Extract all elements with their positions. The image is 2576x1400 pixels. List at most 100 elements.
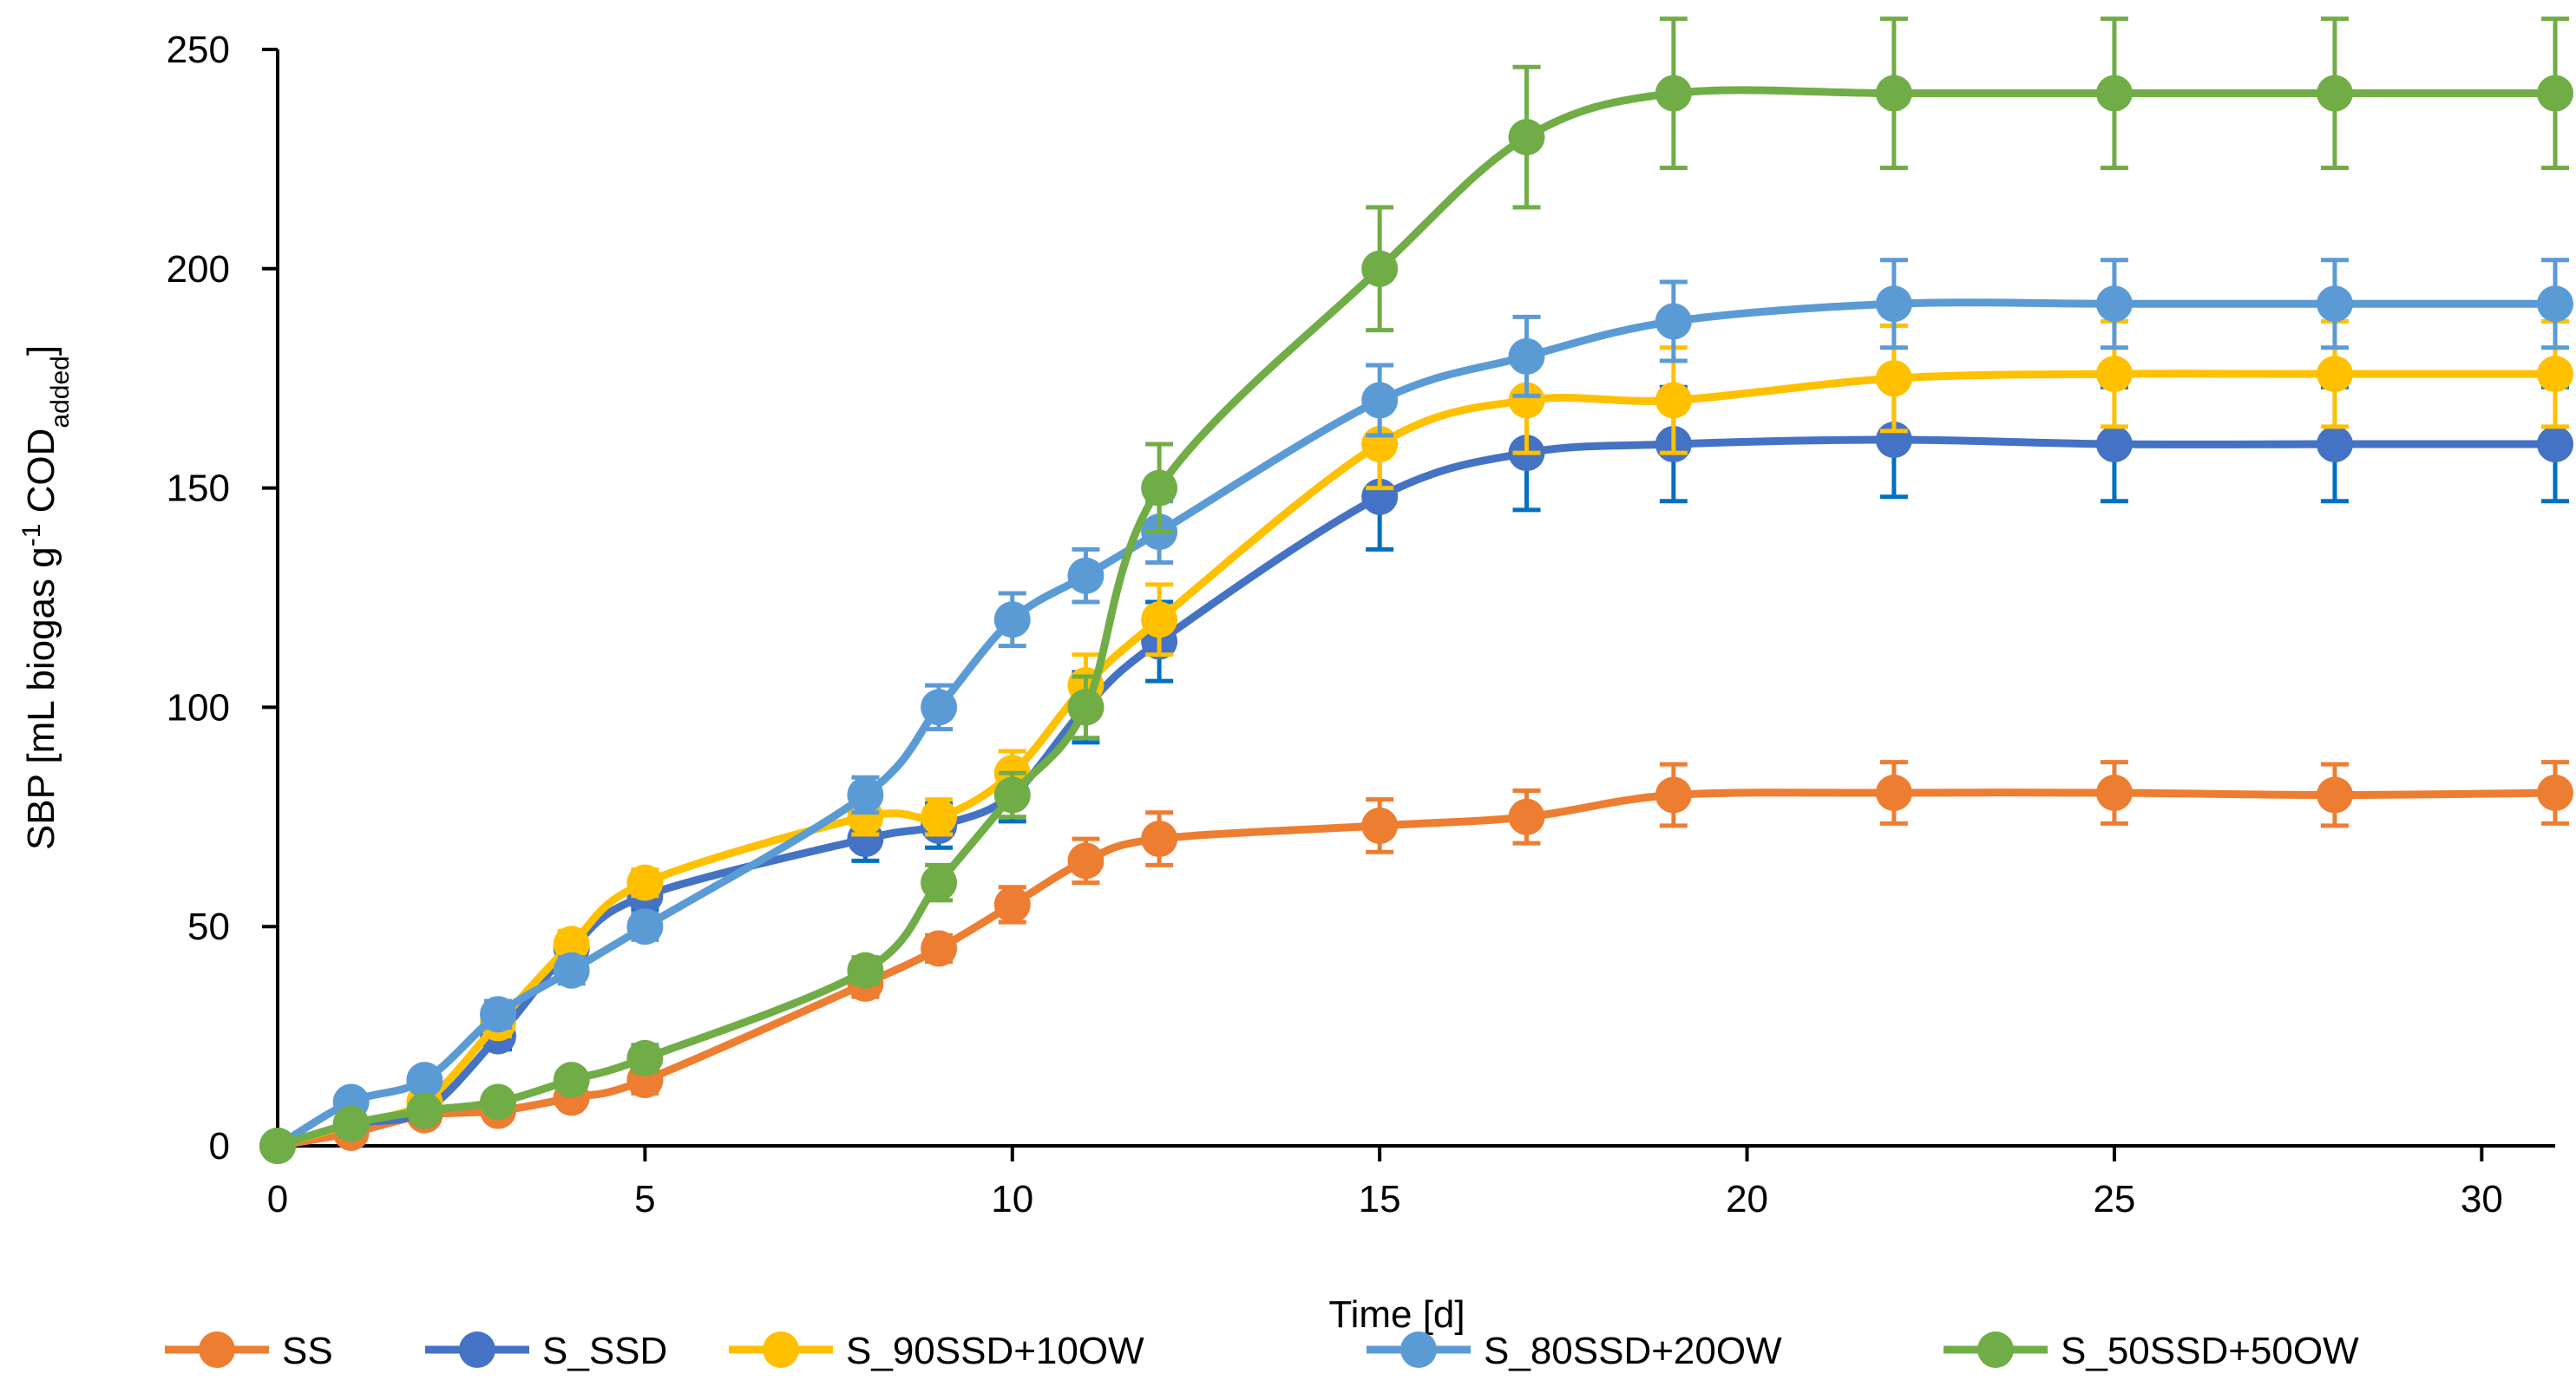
data-point — [1655, 75, 1692, 112]
data-point — [1508, 382, 1545, 419]
data-point — [2316, 426, 2353, 463]
y-tick-label: 150 — [167, 468, 230, 510]
data-point — [993, 886, 1031, 923]
y-tick-label: 200 — [167, 248, 230, 291]
data-point — [1141, 601, 1178, 638]
legend-label: S_80SSD+20OW — [1484, 1330, 1782, 1372]
data-point — [2537, 774, 2573, 811]
y-axis-title-prefix: SBP [mL biogas g — [20, 546, 62, 850]
legend-item: S_90SSD+10OW — [729, 1330, 1144, 1372]
y-axis-title-subscript: added — [46, 356, 75, 428]
data-point — [1508, 337, 1545, 375]
data-point — [921, 930, 958, 967]
data-point — [1141, 821, 1178, 858]
data-point — [847, 776, 884, 814]
data-point — [1141, 469, 1178, 507]
data-point — [406, 1092, 443, 1129]
data-point — [993, 776, 1031, 814]
data-point — [553, 952, 590, 989]
y-tick-label: 0 — [209, 1125, 230, 1168]
data-point — [993, 601, 1031, 638]
data-point — [1361, 382, 1399, 419]
data-point — [2316, 776, 2353, 814]
data-point — [480, 996, 517, 1033]
data-point — [1875, 360, 1912, 397]
legend-marker — [199, 1331, 235, 1368]
data-point — [1875, 285, 1912, 323]
data-point — [2537, 426, 2573, 463]
data-point — [1875, 75, 1912, 112]
x-tick-label: 10 — [991, 1178, 1033, 1220]
y-tick-label: 50 — [187, 906, 230, 948]
data-point — [1655, 382, 1692, 419]
series-line — [273, 788, 2560, 1150]
data-point — [2316, 75, 2353, 112]
legend-item: S_SSD — [425, 1330, 667, 1372]
data-point — [2537, 356, 2573, 393]
legend-marker — [459, 1331, 495, 1368]
legend-item: SS — [165, 1330, 333, 1372]
data-point — [2095, 285, 2133, 323]
data-point — [553, 1062, 590, 1099]
data-point — [259, 1128, 296, 1164]
data-point — [406, 1062, 443, 1099]
data-point — [847, 952, 884, 989]
y-tick-label: 250 — [167, 29, 230, 71]
data-point — [1361, 250, 1399, 287]
data-point — [1655, 776, 1692, 814]
data-point — [2095, 356, 2133, 393]
series-S_SSD — [259, 380, 2573, 1164]
series-line — [273, 435, 2560, 1150]
x-tick-label: 5 — [634, 1178, 655, 1220]
data-point — [921, 864, 958, 901]
series-SS — [259, 760, 2573, 1164]
legend-marker — [1977, 1331, 2014, 1368]
x-tick-label: 15 — [1359, 1178, 1401, 1220]
legend-marker — [1400, 1331, 1437, 1368]
series-line — [273, 86, 2560, 1150]
series-line — [273, 370, 2560, 1150]
x-tick-label: 30 — [2461, 1178, 2503, 1220]
data-point — [921, 798, 958, 835]
data-point — [1067, 557, 1104, 594]
legend-label: S_SSD — [542, 1330, 667, 1372]
series-S_80SSD+20OW — [259, 258, 2573, 1164]
legend-label: SS — [282, 1330, 333, 1372]
legend-label: S_90SSD+10OW — [846, 1330, 1144, 1372]
x-tick-label: 25 — [2093, 1178, 2135, 1220]
series-S_50SSD+50OW — [259, 16, 2573, 1164]
y-axis-title: SBP [mL biogas g-1 CODadded] — [17, 345, 75, 850]
x-tick-label: 0 — [267, 1178, 288, 1220]
legend-item: S_50SSD+50OW — [1943, 1330, 2359, 1372]
data-point — [1508, 119, 1545, 156]
data-point — [2537, 285, 2573, 323]
y-axis-title-superscript: -1 — [17, 524, 46, 547]
data-point — [480, 1083, 517, 1121]
series-line — [273, 298, 2560, 1150]
data-point — [1361, 807, 1399, 844]
data-point — [1655, 303, 1692, 340]
data-point — [2095, 774, 2133, 811]
legend-item: S_80SSD+20OW — [1367, 1330, 1782, 1372]
data-point — [626, 908, 664, 945]
data-point — [2316, 285, 2353, 323]
data-point — [921, 689, 958, 726]
data-point — [2316, 356, 2353, 393]
data-point — [2095, 426, 2133, 463]
data-point — [1067, 689, 1104, 726]
legend: SS S_SSD S_90SSD+10OW S_80SSD+20OW S_50SSD+5… — [165, 1330, 2359, 1372]
data-point — [332, 1105, 370, 1142]
y-axis-title-suffix: ] — [20, 345, 62, 356]
y-axis-title-middle: COD — [20, 429, 62, 524]
data-point — [626, 1039, 664, 1076]
data-point — [553, 926, 590, 963]
data-point — [2095, 75, 2133, 112]
data-point — [1875, 774, 1912, 811]
x-axis-title: Time [d] — [1328, 1293, 1465, 1336]
legend-label: S_50SSD+50OW — [2061, 1330, 2359, 1372]
y-tick-label: 100 — [167, 686, 230, 729]
data-point — [2537, 75, 2573, 112]
data-point — [626, 864, 664, 901]
